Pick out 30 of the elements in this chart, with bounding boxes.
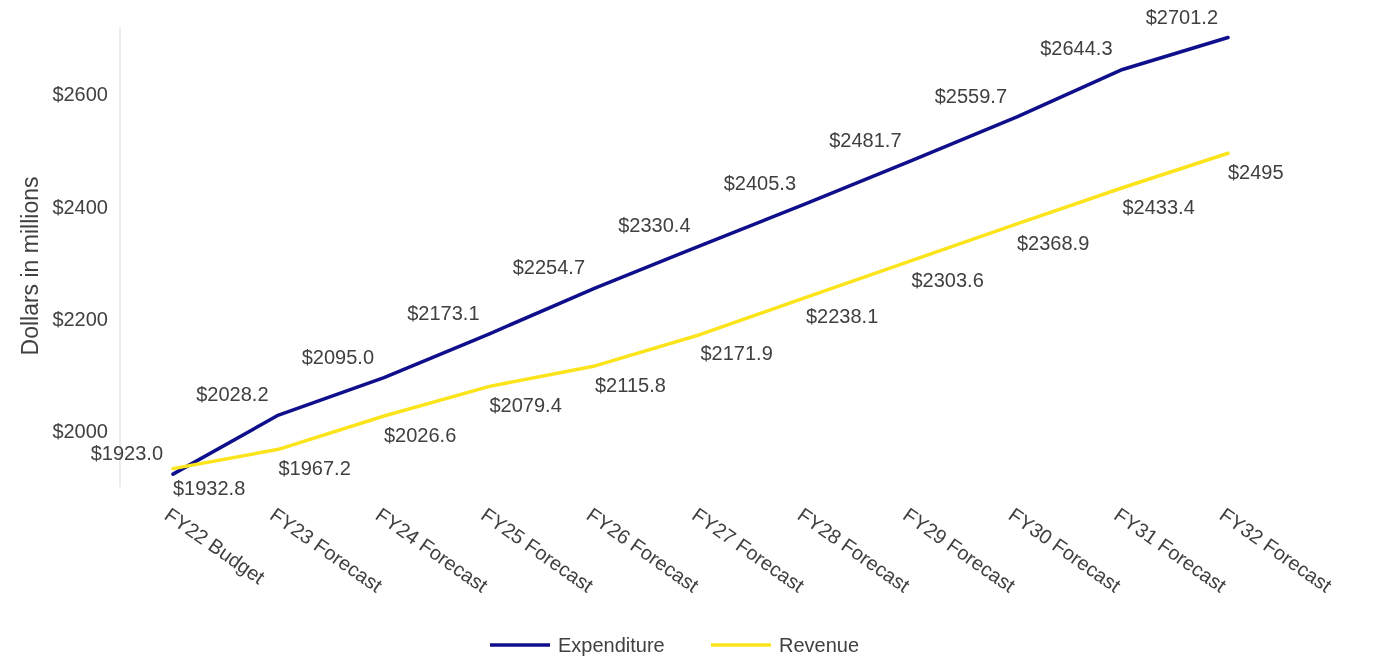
data-label: $2115.8 xyxy=(595,373,666,396)
y-tick-label: $2600 xyxy=(52,83,108,106)
data-label: $2303.6 xyxy=(911,268,984,291)
data-label: $1932.8 xyxy=(173,476,246,499)
data-label: $2368.9 xyxy=(1017,231,1090,254)
line-series xyxy=(171,35,1230,476)
data-label: $2405.3 xyxy=(723,171,796,194)
data-label: $2254.7 xyxy=(512,256,585,279)
data-label: $2644.3 xyxy=(1040,37,1113,60)
data-label: $2701.2 xyxy=(1145,5,1218,28)
y-tick-label: $2400 xyxy=(52,195,108,218)
data-label: $1923.0 xyxy=(90,442,163,465)
data-label: $2095.0 xyxy=(301,345,374,368)
legend-label: Revenue xyxy=(779,634,860,656)
y-tick-label: $2200 xyxy=(52,307,108,330)
data-label: $2173.1 xyxy=(407,301,480,324)
data-label: $2238.1 xyxy=(806,305,879,328)
legend-label: Expenditure xyxy=(558,634,665,656)
data-label: $2495 xyxy=(1228,161,1284,184)
data-label: $2433.4 xyxy=(1122,195,1195,218)
data-label: $1967.2 xyxy=(278,457,351,480)
y-axis-title: Dollars in millions xyxy=(17,176,43,356)
y-tick-label: $2000 xyxy=(52,419,108,442)
data-label: $2079.4 xyxy=(489,394,562,417)
data-label: $2559.7 xyxy=(934,84,1007,107)
data-label: $2026.6 xyxy=(384,423,457,446)
data-label: $2330.4 xyxy=(618,213,691,236)
data-label: $2171.9 xyxy=(700,342,773,365)
data-label: $2028.2 xyxy=(196,383,269,406)
data-label: $2481.7 xyxy=(829,128,902,151)
